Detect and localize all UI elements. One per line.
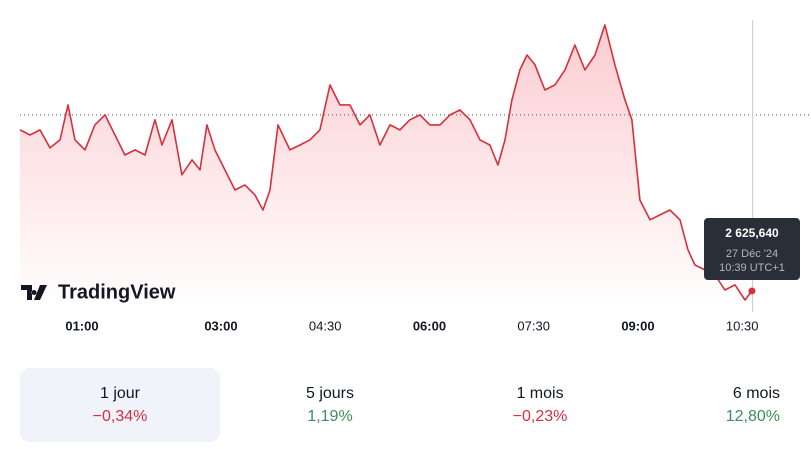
tooltip-date: 27 Déc '24 [726,248,778,260]
period-tab[interactable]: 6 mois 12,80% [600,368,780,442]
price-line [19,24,753,301]
period-label: 1 mois [516,385,564,402]
period-tab[interactable]: 5 jours 1,19% [230,368,430,442]
last-point [748,287,756,295]
tooltip-value: 2 625,640 [725,226,779,240]
tooltip-time: 10:39 UTC+1 [719,262,785,274]
x-tick-label: 04:30 [309,318,342,333]
tooltip: 2 625,640 27 Déc '24 10:39 UTC+1 [704,218,800,280]
chart: 01:00 03:00 04:30 06:00 07:30 09:00 10:30 2 625… [19,20,811,333]
period-change: 1,19% [307,408,353,425]
area-fill [20,24,752,311]
x-tick-label: 01:00 [65,318,98,333]
period-change: 12,80% [725,408,780,425]
period-change: −0,23% [512,408,568,425]
x-tick-label: 03:00 [204,318,237,333]
x-tick-label: 06:00 [413,318,446,333]
period-label: 6 mois [732,385,780,402]
x-tick-label: 10:30 [726,318,759,333]
x-tick-label: 07:30 [517,318,550,333]
period-tab[interactable]: 1 mois −0,23% [440,368,640,442]
period-tabs: 1 jour −0,34% 5 jours 1,19% 1 mois −0,23% 6 mo… [0,368,811,444]
period-change: −0,34% [92,408,148,425]
tooltip-box [704,218,800,280]
period-tab[interactable]: 1 jour −0,34% [20,368,220,442]
period-label: 5 jours [305,385,355,402]
period-label: 1 jour [99,385,141,402]
brand-name: TradingView [58,281,176,303]
x-tick-label: 09:00 [621,318,654,333]
brand-logo: TradingView [21,281,176,303]
